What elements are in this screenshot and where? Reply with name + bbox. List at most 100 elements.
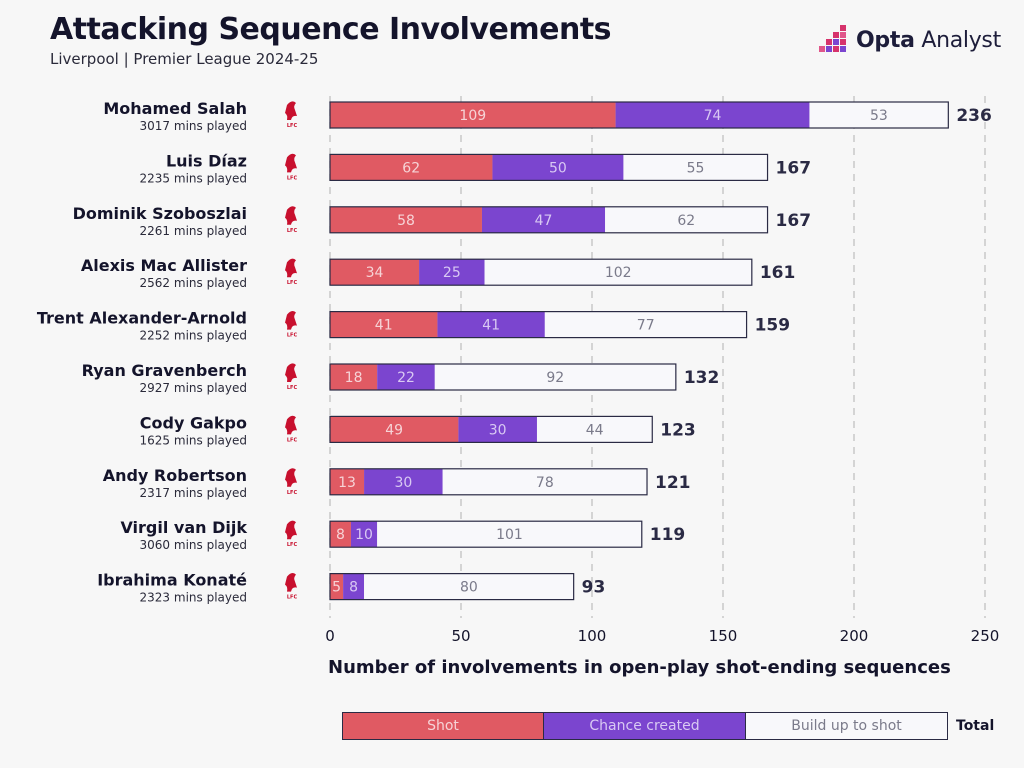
badge-text: LFC bbox=[287, 437, 298, 443]
bar-segment-shot bbox=[330, 521, 351, 548]
bar-value-label: 41 bbox=[482, 318, 500, 334]
bar-value-label: 102 bbox=[605, 265, 632, 281]
bar-value-label: 92 bbox=[546, 370, 564, 386]
player-minutes: 2252 mins played bbox=[140, 329, 247, 343]
bar-value-label: 30 bbox=[394, 475, 412, 491]
badge-text: LFC bbox=[287, 123, 298, 129]
bar-segment-shot bbox=[330, 102, 616, 128]
x-tick-label: 150 bbox=[709, 627, 738, 645]
bar-outline bbox=[329, 206, 769, 234]
player-name: Luis Díaz bbox=[166, 151, 247, 170]
bar-value-label: 101 bbox=[496, 527, 523, 543]
bar-outline bbox=[329, 363, 677, 391]
bar-segment-chance bbox=[350, 521, 378, 548]
liverbird-icon bbox=[285, 206, 297, 225]
bar-segment-chance bbox=[481, 206, 606, 233]
bar-value-label: 30 bbox=[489, 422, 507, 438]
bar-total-label: 119 bbox=[650, 525, 686, 545]
bar-value-label: 50 bbox=[549, 160, 567, 176]
liverbird-icon bbox=[285, 153, 297, 173]
bar-value-label: 62 bbox=[677, 213, 695, 229]
x-tick-label: 0 bbox=[325, 627, 335, 645]
player-name: Dominik Szoboszlai bbox=[73, 204, 247, 223]
x-tick-label: 100 bbox=[578, 627, 607, 645]
bar-segment-shot bbox=[330, 154, 493, 181]
bar-outline bbox=[329, 572, 575, 601]
x-axis-label: Number of involvements in open-play shot… bbox=[328, 657, 951, 678]
bar-value-label: 62 bbox=[402, 160, 420, 176]
bar-value-label: 8 bbox=[349, 580, 358, 596]
legend-build-up: Build up to shot bbox=[746, 712, 948, 740]
bar-segment-buildup bbox=[536, 416, 653, 443]
bar-total-label: 167 bbox=[776, 211, 812, 231]
opta-logo-icon bbox=[819, 25, 846, 52]
liverbird-icon bbox=[285, 468, 297, 487]
player-minutes: 3060 mins played bbox=[140, 538, 247, 552]
bar-value-label: 49 bbox=[385, 422, 403, 438]
bar-outline bbox=[329, 415, 653, 443]
bar-value-label: 5 bbox=[332, 580, 341, 596]
bar-segment-buildup bbox=[442, 468, 648, 495]
chart-title: Attacking Sequence Involvements bbox=[50, 12, 612, 47]
bar-outline bbox=[329, 311, 748, 339]
badge-text: LFC bbox=[287, 490, 298, 496]
bar-segment-buildup bbox=[544, 311, 747, 338]
bar-segment-buildup bbox=[434, 364, 676, 390]
bar-segment-shot bbox=[330, 364, 378, 390]
player-name: Trent Alexander-Arnold bbox=[37, 309, 247, 328]
bar-segment-buildup bbox=[484, 259, 752, 286]
liverbird-icon bbox=[285, 101, 297, 120]
opta-analyst-logo: Opta Analyst bbox=[818, 22, 1001, 58]
player-name: Alexis Mac Allister bbox=[81, 256, 247, 275]
legend-shot: Shot bbox=[342, 712, 544, 740]
bar-outline bbox=[329, 258, 753, 286]
bar-segment-shot bbox=[330, 311, 438, 338]
player-minutes: 1625 mins played bbox=[140, 433, 247, 447]
badge-text: LFC bbox=[287, 385, 298, 391]
bar-total-label: 132 bbox=[684, 368, 720, 388]
bar-segment-shot bbox=[330, 468, 365, 495]
player-minutes: 2323 mins played bbox=[140, 591, 247, 605]
bar-segment-buildup bbox=[377, 521, 642, 548]
player-minutes: 2261 mins played bbox=[140, 224, 247, 238]
chart-subtitle: Liverpool | Premier League 2024-25 bbox=[50, 50, 319, 68]
bar-segment-buildup bbox=[623, 154, 768, 181]
bar-total-label: 159 bbox=[755, 316, 791, 336]
bar-segment-chance bbox=[377, 364, 435, 390]
bar-outline bbox=[329, 468, 648, 496]
bar-outline bbox=[329, 101, 949, 129]
bar-segment-buildup bbox=[364, 573, 574, 600]
liverbird-icon bbox=[285, 311, 297, 330]
bar-value-label: 18 bbox=[345, 370, 363, 386]
bar-segment-chance bbox=[437, 311, 545, 338]
x-tick-label: 50 bbox=[451, 627, 470, 645]
bar-value-label: 44 bbox=[586, 422, 604, 438]
bar-total-label: 93 bbox=[582, 578, 606, 598]
liverbird-icon bbox=[285, 258, 297, 278]
bar-total-label: 121 bbox=[655, 473, 691, 493]
bar-segment-chance bbox=[458, 416, 537, 443]
player-minutes: 2927 mins played bbox=[140, 381, 247, 395]
player-name: Ryan Gravenberch bbox=[82, 361, 247, 380]
bar-segment-buildup bbox=[809, 102, 949, 128]
bar-value-label: 34 bbox=[366, 265, 384, 281]
player-name: Cody Gakpo bbox=[140, 413, 247, 432]
legend-total: Total bbox=[956, 718, 995, 734]
bar-value-label: 22 bbox=[397, 370, 415, 386]
bar-segment-shot bbox=[330, 259, 420, 286]
liverbird-icon bbox=[285, 573, 297, 592]
bar-total-label: 123 bbox=[660, 420, 696, 440]
bar-value-label: 55 bbox=[687, 160, 705, 176]
bar-value-label: 41 bbox=[375, 318, 393, 334]
bar-outline bbox=[329, 520, 643, 548]
badge-text: LFC bbox=[287, 228, 298, 234]
liverbird-icon bbox=[285, 415, 297, 435]
bar-value-label: 8 bbox=[336, 527, 345, 543]
bar-value-label: 58 bbox=[397, 213, 415, 229]
bar-value-label: 10 bbox=[355, 527, 373, 543]
player-minutes: 2317 mins played bbox=[140, 486, 247, 500]
bar-value-label: 78 bbox=[536, 475, 554, 491]
bar-total-label: 167 bbox=[776, 158, 812, 178]
badge-text: LFC bbox=[287, 542, 298, 548]
bar-segment-shot bbox=[330, 416, 459, 443]
